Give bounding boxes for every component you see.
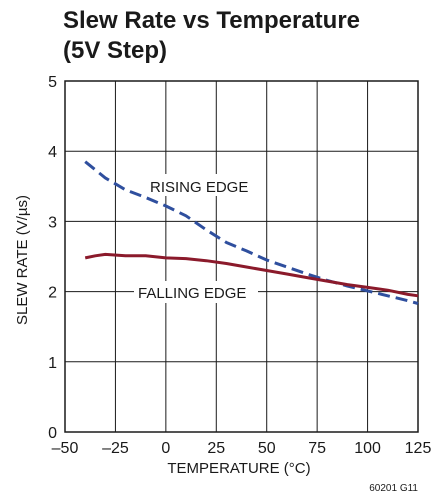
y-tick-label: 2 — [48, 285, 57, 302]
grid-lines — [64, 80, 419, 433]
figure-code: 60201 G11 — [369, 483, 418, 494]
y-tick-label: 0 — [48, 425, 57, 442]
x-tick-label: 0 — [161, 440, 170, 457]
chart-title: Slew Rate vs Temperature — [63, 7, 360, 34]
x-tick-label: –50 — [52, 440, 79, 457]
x-tick-label: –25 — [102, 440, 129, 457]
x-tick-label: 125 — [405, 440, 431, 457]
y-tick-label: 1 — [48, 355, 57, 372]
y-tick-label: 5 — [48, 74, 57, 91]
falling-edge-label-bg — [134, 281, 258, 303]
rising-edge-label-bg — [146, 174, 252, 196]
x-tick-label: 100 — [354, 440, 381, 457]
plot-border — [64, 80, 419, 433]
rising-edge-line — [84, 160, 419, 305]
falling-edge-annotation: FALLING EDGE — [134, 281, 258, 303]
chart-subtitle: (5V Step) — [63, 37, 167, 64]
x-axis-label: TEMPERATURE (°C) — [167, 460, 310, 477]
rising-edge-label: RISING EDGE — [150, 179, 248, 196]
x-tick-label: 75 — [308, 440, 326, 457]
falling-edge-label: FALLING EDGE — [138, 285, 246, 302]
y-tick-label: 3 — [48, 214, 57, 231]
y-tick-label: 4 — [48, 144, 57, 161]
falling-edge-line — [84, 252, 419, 298]
tick-labels: –50 –25 0 25 50 75 100 125 0 1 2 3 4 5 — [48, 74, 431, 457]
y-axis-label: SLEW RATE (V/µs) — [14, 195, 31, 325]
x-tick-label: 50 — [258, 440, 276, 457]
x-tick-label: 25 — [207, 440, 225, 457]
rising-edge-annotation: RISING EDGE — [146, 174, 252, 196]
series-lines — [84, 160, 419, 305]
